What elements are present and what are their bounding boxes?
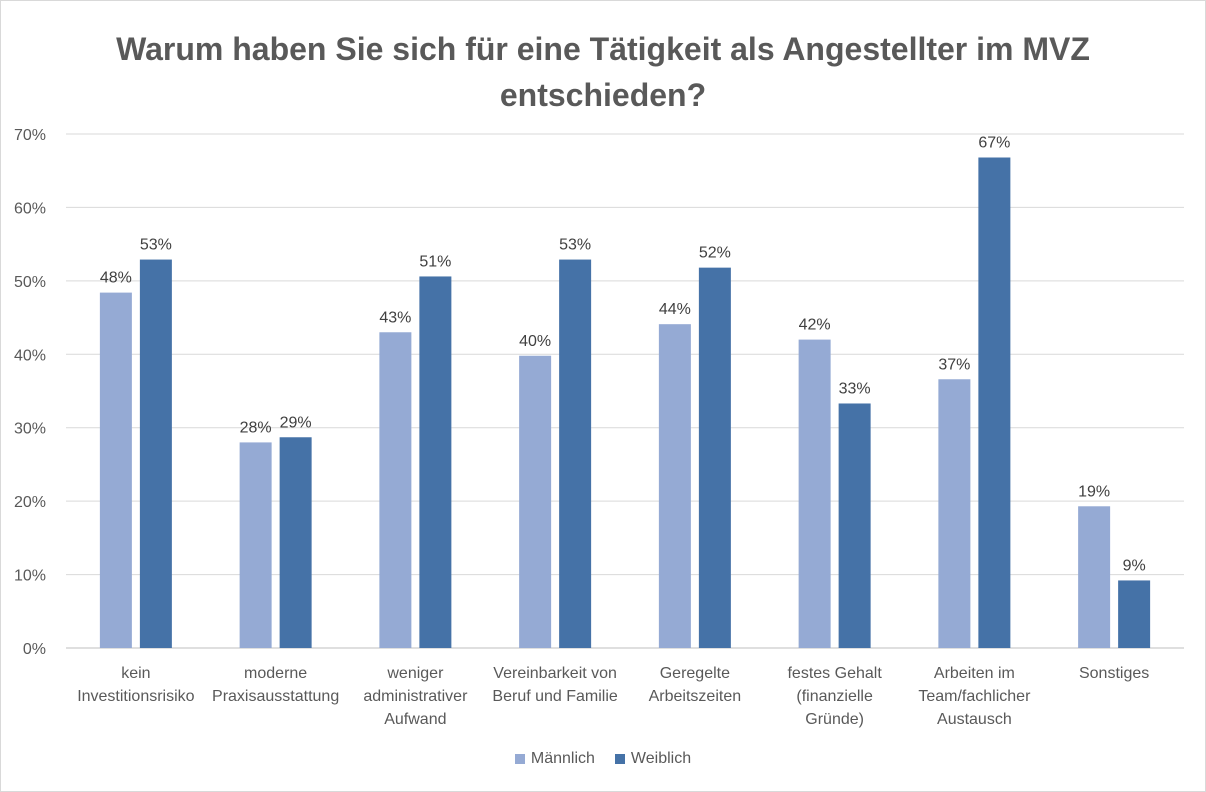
bar-weiblich [698, 267, 731, 648]
bar-weiblich [838, 403, 871, 648]
legend-label-maennlich: Männlich [530, 750, 595, 767]
bar-maennlich [938, 379, 971, 648]
bar-weiblich [419, 276, 452, 648]
bar-maennlich [1078, 506, 1111, 648]
chart-title: Warum haben Sie sich für eine Tätigkeit … [116, 31, 1090, 113]
y-tick-label: 70% [14, 127, 46, 144]
data-label: 29% [280, 414, 312, 431]
legend-swatch-maennlich [514, 754, 525, 764]
bar-weiblich [978, 157, 1011, 649]
chart-legend: Männlich Weiblich [0, 750, 1206, 768]
category-label: Austausch [937, 711, 1012, 728]
bar-maennlich [239, 442, 272, 648]
y-tick-label: 50% [14, 274, 46, 291]
y-tick-label: 40% [14, 347, 46, 364]
category-label: festes Gehalt [787, 665, 882, 682]
bar-weiblich [139, 259, 172, 648]
bar-maennlich [99, 292, 132, 648]
data-label: 33% [839, 380, 871, 397]
category-label: Arbeiten im [934, 665, 1015, 682]
bar-maennlich [798, 339, 831, 648]
data-label: 40% [519, 333, 551, 350]
data-label: 28% [240, 419, 272, 436]
bar-weiblich [559, 259, 592, 648]
category-label: kein [121, 665, 150, 682]
data-label: 43% [379, 309, 411, 326]
data-label: 42% [799, 317, 831, 334]
data-label: 37% [938, 356, 970, 373]
bar-maennlich [379, 332, 412, 648]
data-label: 44% [659, 301, 691, 318]
category-label: Investitionsrisiko [77, 688, 194, 705]
category-label: Beruf und Familie [492, 688, 617, 705]
category-label: Praxisausstattung [212, 688, 339, 705]
category-label: (finanzielle [796, 688, 873, 705]
category-label: Gründe) [805, 711, 864, 728]
y-tick-label: 0% [23, 641, 46, 658]
data-label: 19% [1078, 483, 1110, 500]
legend-item-weiblich: Weiblich [614, 750, 692, 768]
category-label: Aufwand [384, 711, 446, 728]
data-label: 48% [100, 270, 132, 287]
category-label: Geregelte [660, 665, 730, 682]
category-label: Sonstiges [1079, 665, 1149, 682]
y-tick-label: 60% [14, 200, 46, 217]
bar-weiblich [1118, 580, 1151, 648]
y-tick-label: 30% [14, 421, 46, 438]
legend-label-weiblich: Weiblich [630, 750, 692, 767]
y-tick-label: 20% [14, 494, 46, 511]
legend-swatch-weiblich [614, 754, 625, 764]
data-label: 53% [140, 237, 172, 254]
category-label: Vereinbarkeit von [493, 665, 617, 682]
category-label: Team/fachlicher [918, 688, 1031, 705]
category-label: administrativer [363, 688, 468, 705]
data-label: 9% [1123, 557, 1146, 574]
bar-maennlich [658, 324, 691, 648]
category-label: moderne [244, 665, 307, 682]
data-label: 52% [699, 245, 731, 262]
category-label: weniger [386, 665, 444, 682]
bar-weiblich [279, 437, 312, 648]
data-label: 51% [419, 253, 451, 270]
bar-maennlich [519, 355, 552, 648]
data-label: 67% [978, 134, 1010, 151]
category-label: Arbeitszeiten [649, 688, 742, 705]
y-tick-label: 10% [14, 568, 46, 585]
data-label: 53% [559, 237, 591, 254]
legend-item-maennlich: Männlich [514, 750, 595, 768]
